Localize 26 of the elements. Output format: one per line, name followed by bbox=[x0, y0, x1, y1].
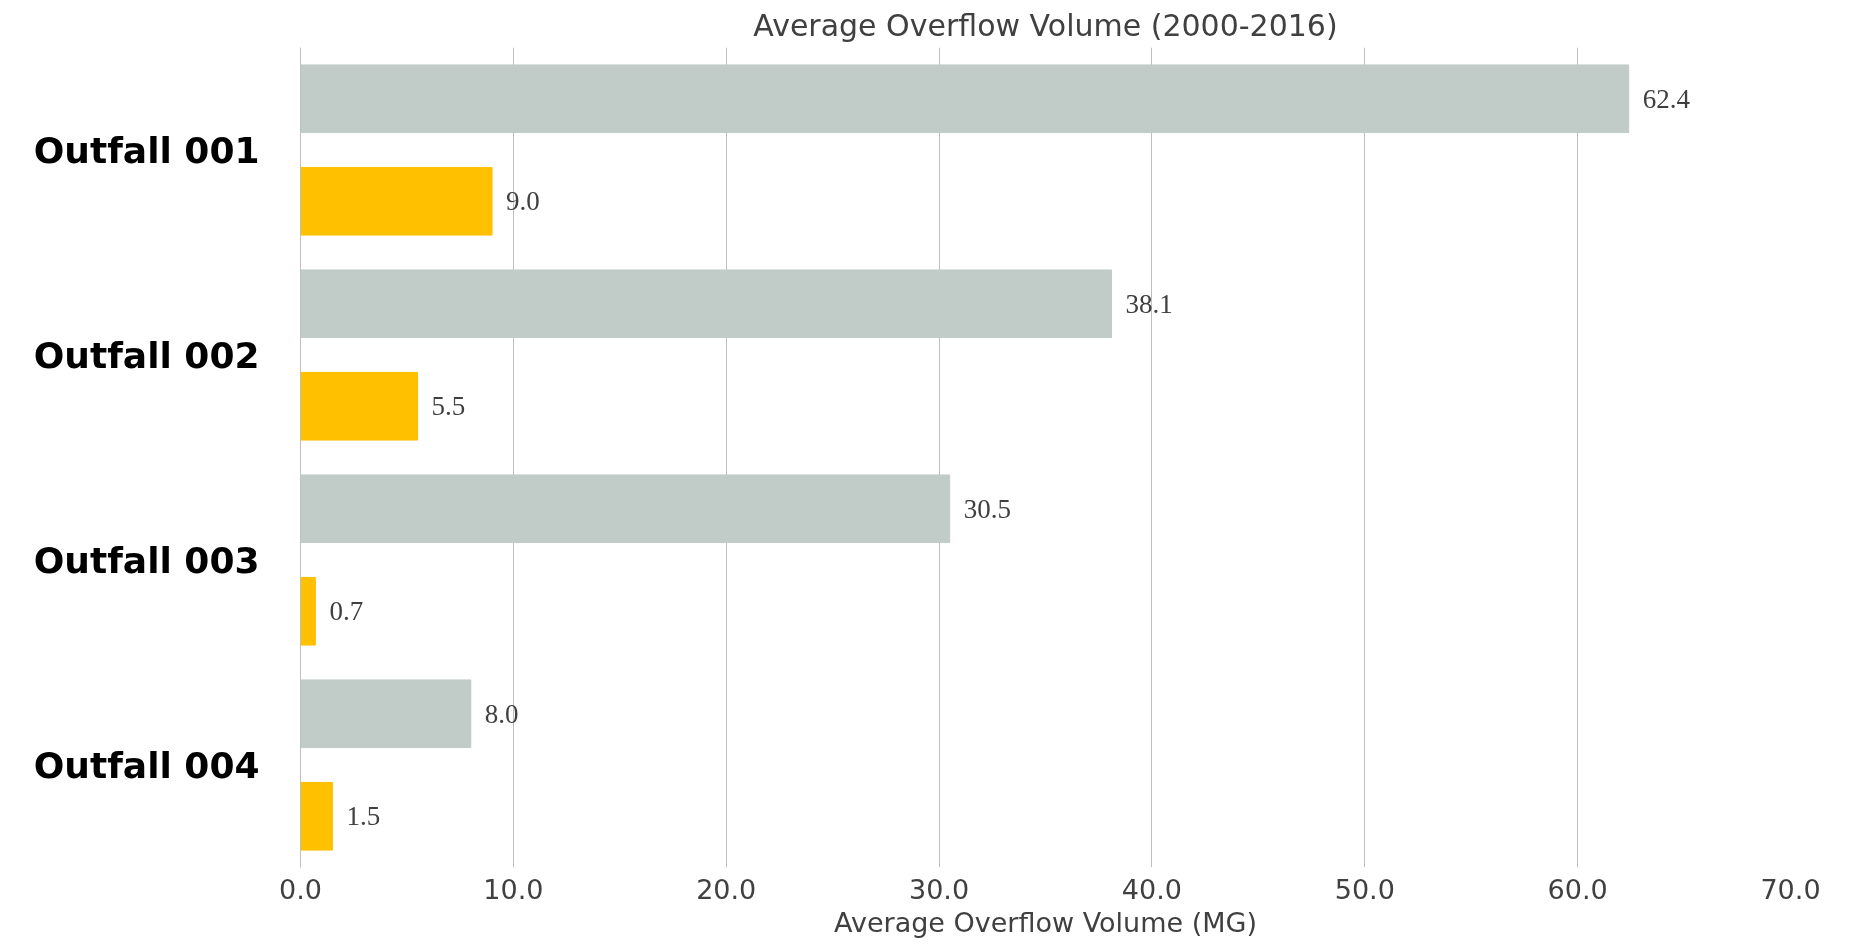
data-label: 62.4 bbox=[1642, 83, 1691, 114]
data-label: 9.0 bbox=[506, 186, 540, 217]
x-tick-label: 30.0 bbox=[909, 873, 970, 905]
x-tick-label: 20.0 bbox=[696, 873, 757, 905]
bar bbox=[300, 781, 333, 851]
chart-title: Average Overflow Volume (2000-2016) bbox=[753, 7, 1338, 43]
x-tick-label: 40.0 bbox=[1121, 873, 1182, 905]
x-tick-label: 50.0 bbox=[1334, 873, 1395, 905]
y-tick-label: Outfall 001 bbox=[33, 129, 260, 171]
data-label: 5.5 bbox=[431, 391, 466, 422]
x-tick-label: 70.0 bbox=[1760, 873, 1821, 905]
bar bbox=[300, 371, 419, 441]
y-tick-label: Outfall 002 bbox=[33, 334, 260, 376]
x-tick-label: 10.0 bbox=[483, 873, 544, 905]
data-label: 38.1 bbox=[1125, 288, 1173, 319]
x-axis-title: Average Overflow Volume (MG) bbox=[834, 906, 1257, 938]
data-label: 8.0 bbox=[484, 698, 519, 729]
x-tick-label: 0.0 bbox=[279, 873, 322, 905]
data-label: 30.5 bbox=[963, 493, 1011, 524]
x-tick-label: 60.0 bbox=[1547, 873, 1608, 905]
data-label: 0.7 bbox=[329, 596, 364, 627]
bar bbox=[300, 166, 493, 236]
data-label: 1.5 bbox=[346, 801, 381, 832]
bar bbox=[300, 576, 316, 646]
y-tick-label: Outfall 004 bbox=[33, 744, 260, 786]
y-tick-label: Outfall 003 bbox=[33, 539, 260, 581]
